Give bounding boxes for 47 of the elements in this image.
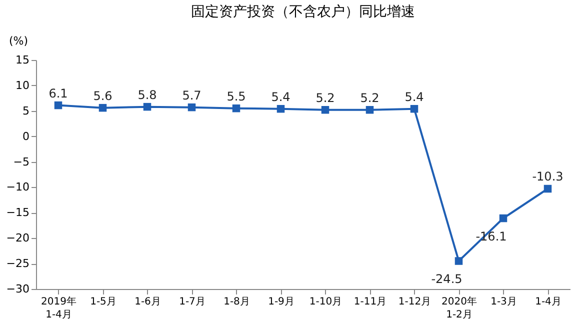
y-axis-title: (%) — [8, 34, 28, 48]
x-tick-label: 2019年 1-4月 — [41, 296, 76, 320]
x-tick-label: 1-3月 — [490, 296, 517, 308]
x-tick-label: 2020年 1-2月 — [442, 296, 477, 320]
point — [188, 103, 196, 112]
y-tick-label: −20 — [6, 232, 30, 245]
y-tick-label: −15 — [6, 206, 30, 220]
data-label: 5.5 — [226, 89, 246, 104]
point — [499, 214, 508, 222]
y-tick-label: −25 — [6, 257, 30, 270]
point — [232, 104, 240, 112]
chart-title: 固定资产投资（不含农户）同比增速 — [191, 4, 415, 20]
point — [54, 101, 62, 110]
x-tick-label: 1-8月 — [224, 296, 250, 308]
x-tick-label: 1-7月 — [179, 296, 206, 308]
data-label: -10.3 — [532, 170, 564, 184]
y-tick-label: 10 — [16, 78, 30, 92]
y-tick-label: 15 — [16, 54, 30, 66]
y-tick-label: −10 — [6, 180, 30, 194]
data-label: 5.2 — [360, 90, 380, 105]
data-label: 5.7 — [182, 88, 202, 102]
point — [98, 104, 107, 112]
x-tick-label: 1-6月 — [134, 296, 161, 308]
data-label: 5.6 — [93, 88, 112, 103]
point — [366, 106, 374, 114]
point — [143, 102, 152, 111]
data-label: 5.4 — [271, 90, 290, 104]
data-label: 5.4 — [404, 90, 424, 104]
point — [321, 106, 330, 114]
y-tick-label: 5 — [22, 104, 30, 118]
point — [410, 104, 418, 113]
data-label: -24.5 — [431, 272, 462, 286]
x-tick-label: 1-11月 — [354, 296, 387, 308]
point — [276, 104, 285, 113]
point — [544, 184, 552, 193]
y-tick-label: 0 — [22, 130, 30, 143]
point — [454, 257, 463, 265]
x-tick-label: 1-10月 — [309, 296, 342, 308]
x-tick-label: 1-9月 — [268, 296, 294, 308]
data-label: 5.8 — [138, 88, 157, 102]
x-tick-label: 1-4月 — [535, 296, 562, 308]
x-tick-label: 1-5月 — [90, 296, 116, 308]
y-tick-label: −30 — [6, 282, 30, 296]
data-label: 5.2 — [316, 90, 335, 105]
x-tick-label: 1-12月 — [398, 296, 432, 308]
data-label: 6.1 — [48, 86, 68, 100]
y-tick-label: −5 — [13, 155, 30, 168]
